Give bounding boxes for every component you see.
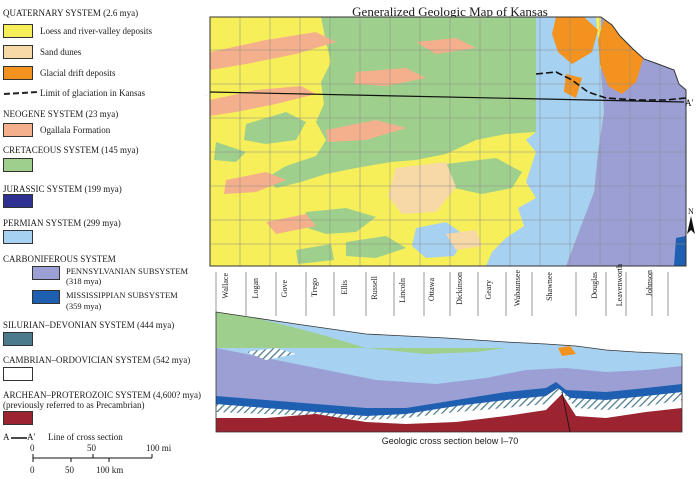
legend-heading-permian: PERMIAN SYSTEM (299 mya) [3, 218, 121, 228]
pennsylvanian-outcrop [566, 17, 686, 266]
legend-label-sand-dunes: Sand dunes [40, 47, 82, 57]
swatch-permian [3, 230, 33, 244]
legend-cross-section-a: A [3, 432, 10, 442]
legend-heading-archean: ARCHEAN–PROTEROZOIC SYSTEM (4,600? mya) [3, 390, 201, 400]
scale-bar-lines [32, 454, 153, 462]
scale-bar: 0 50 100 mi 0 50 100 km [0, 440, 210, 479]
cross-section-line [209, 91, 685, 103]
map-label-a: A [206, 88, 207, 98]
mississippian-outcrop [674, 236, 686, 266]
swatch-loess [3, 24, 33, 38]
legend-label-mississippian-age: (359 mya) [66, 301, 102, 311]
swatch-ogallala [3, 123, 33, 137]
county-label-dickinson: Dickinson [455, 272, 464, 305]
scale-km-50: 50 [65, 465, 74, 475]
kansas-map-body [210, 17, 686, 266]
legend-heading-quaternary: QUATERNARY SYSTEM (2.6 mya) [3, 8, 139, 18]
scale-km-0: 0 [30, 465, 35, 475]
county-label-russell: Russell [370, 276, 379, 300]
legend-label-glaciation-limit: Limit of glaciation in Kansas [40, 88, 145, 98]
county-label-gove: Gove [280, 280, 289, 298]
legend-label-pennsylvanian: PENNSYLVANIAN SUBSYSTEM [66, 266, 189, 276]
county-label-geary: Geary [484, 280, 493, 300]
legend-label-cross-section: Line of cross section [48, 432, 123, 442]
scale-mi-0: 0 [30, 443, 35, 453]
swatch-mississippian [32, 290, 60, 304]
legend-label-pennsylvanian-age: (318 mya) [66, 276, 102, 286]
county-label-ellis: Ellis [340, 280, 349, 295]
glacial-drift-outcrop [552, 17, 598, 64]
north-arrow-icon: N [687, 207, 695, 234]
county-label-lincoln: Lincoln [398, 278, 407, 303]
legend-cross-section-a-prime: A′ [27, 432, 36, 442]
swatch-silurian-devonian [3, 332, 33, 346]
scale-mi-50: 50 [87, 443, 96, 453]
legend-heading-cretaceous: CRETACEOUS SYSTEM (145 mya) [3, 145, 139, 155]
map-label-a-prime: A′ [685, 98, 693, 108]
county-label-logan: Logan [251, 278, 260, 299]
swatch-archean [3, 411, 33, 425]
swatch-glacial-drift [3, 66, 33, 80]
legend-heading-carboniferous: CARBONIFEROUS SYSTEM [3, 254, 116, 264]
kansas-outline [209, 16, 687, 267]
geologic-cross-section [215, 311, 683, 433]
legend-heading-cambrian-ordovician: CAMBRIAN–ORDOVICIAN SYSTEM (542 mya) [3, 355, 191, 365]
county-label-wabaunsee: Wabaunsee [513, 270, 522, 307]
county-label-wallace: Wallace [221, 273, 230, 299]
legend-label-ogallala: Ogallala Formation [40, 125, 111, 135]
legend-heading-neogene: NEOGENE SYSTEM (23 mya) [3, 109, 119, 119]
cretaceous-outcrop [266, 17, 536, 188]
glaciation-limit-symbol [3, 91, 39, 95]
ogallala-outcrop [210, 32, 336, 70]
scale-mi-100: 100 mi [146, 443, 172, 453]
glaciation-limit-line [535, 71, 687, 101]
legend-heading-jurassic: JURASSIC SYSTEM (199 mya) [3, 184, 122, 194]
swatch-jurassic [3, 194, 33, 208]
swatch-cretaceous [3, 158, 33, 172]
swatch-cambrian-ordovician [3, 367, 33, 381]
cross-section-title: Geologic cross section below I–70 [381, 436, 519, 446]
scale-km-100: 100 km [96, 465, 124, 475]
map-legend: QUATERNARY SYSTEM (2.6 mya) Loess and ri… [0, 0, 210, 479]
map-title: Generalized Geologic Map of Kansas [352, 4, 548, 19]
county-ticks [215, 272, 669, 316]
legend-heading-silurian-devonian: SILURIAN–DEVONIAN SYSTEM (444 mya) [3, 320, 175, 330]
county-label-ottawa: Ottawa [427, 278, 436, 302]
north-label: N [688, 207, 694, 216]
legend-subheading-archean: (previously referred to as Precambrian) [3, 400, 145, 410]
county-label-shawnee: Shawnee [545, 272, 554, 301]
county-grid [210, 17, 686, 266]
county-label-douglas: Douglas [590, 272, 599, 299]
swatch-sand-dunes [3, 45, 33, 59]
county-label-trego: Trego [310, 278, 319, 297]
swatch-pennsylvanian [32, 266, 60, 280]
sand-dunes-outcrop [388, 162, 456, 214]
legend-label-mississippian: MISSISSIPPIAN SUBSYSTEM [66, 290, 178, 300]
legend-label-glacial-drift: Glacial drift deposits [40, 68, 116, 78]
cross-section-line-symbol [11, 437, 27, 439]
county-label-johnson: Johnson [645, 270, 654, 297]
geologic-map: A A′ N [206, 16, 695, 433]
legend-label-loess: Loess and river-valley deposits [40, 26, 153, 36]
county-label-leavenworth: Leavenworth [615, 264, 624, 307]
